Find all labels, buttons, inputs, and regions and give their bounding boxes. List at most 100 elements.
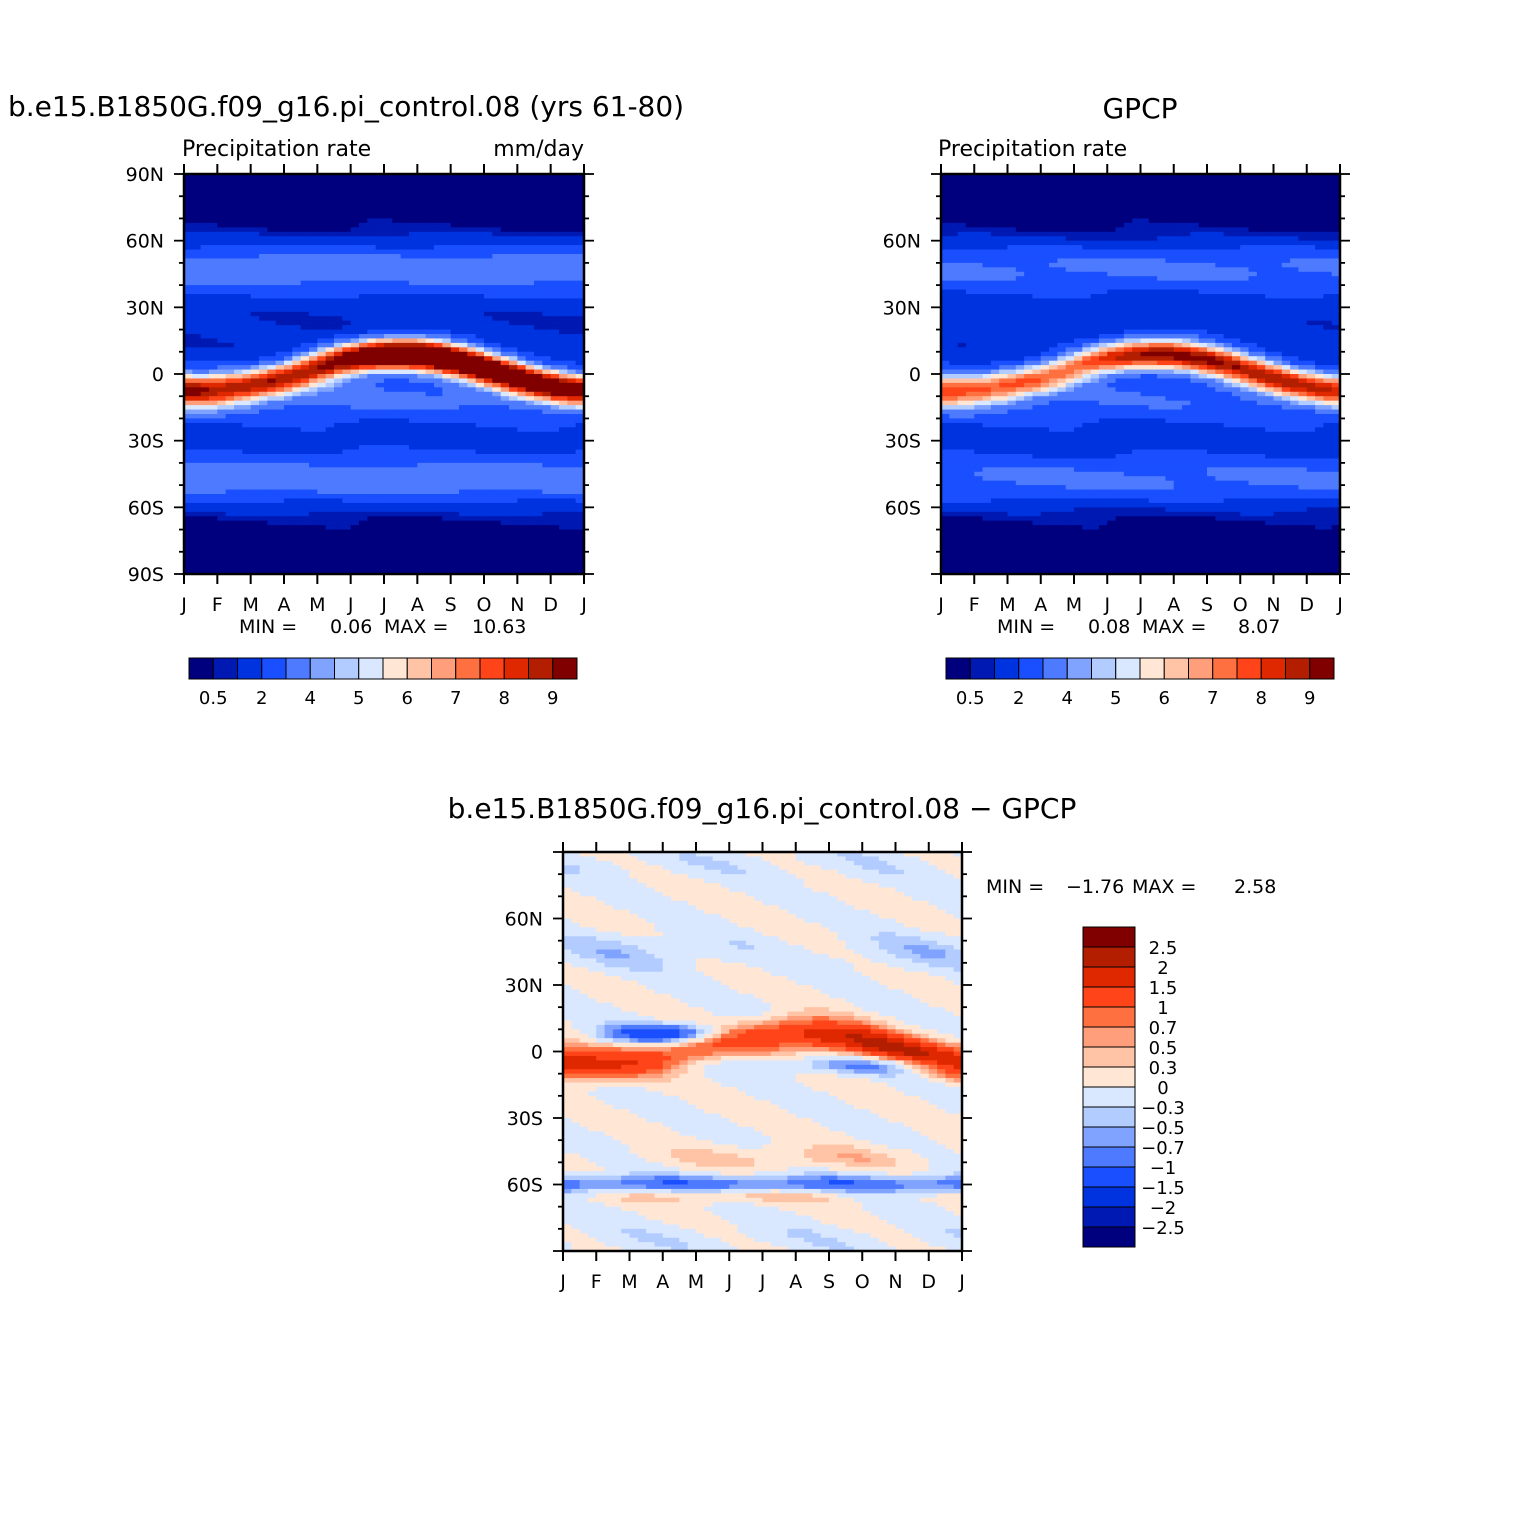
contour-cell	[359, 485, 368, 491]
contour-cell	[309, 227, 318, 233]
contour-cell	[225, 196, 235, 202]
contour-cell	[275, 458, 285, 464]
contour-cell	[375, 187, 385, 193]
contour-cell	[192, 507, 202, 513]
contour-cell	[1323, 214, 1333, 220]
contour-cell	[300, 285, 310, 291]
contour-cell	[259, 240, 268, 246]
contour-cell	[409, 254, 418, 260]
contour-cell	[1306, 178, 1316, 184]
contour-cell	[509, 245, 518, 251]
contour-cell	[467, 529, 477, 535]
contour-cell	[275, 409, 285, 415]
contour-cell	[300, 529, 310, 535]
contour-cell	[184, 289, 193, 295]
contour-cell	[234, 231, 243, 237]
contour-cell	[300, 467, 310, 473]
contour-cell	[242, 516, 252, 522]
contour-cell	[325, 342, 335, 348]
contour-cell	[475, 542, 485, 548]
contour-cell	[525, 209, 535, 215]
contour-cell	[334, 258, 343, 264]
contour-cell	[1173, 214, 1183, 220]
contour-cell	[559, 325, 568, 331]
contour-cell	[467, 271, 477, 277]
contour-cell	[509, 382, 518, 388]
contour-cell	[484, 325, 493, 331]
contour-cell	[317, 334, 327, 340]
contour-cell	[309, 289, 318, 295]
contour-cell	[559, 418, 568, 424]
contour-cell	[359, 489, 368, 495]
contour-cell	[434, 302, 443, 308]
contour-cell	[467, 347, 477, 353]
contour-cell	[1173, 218, 1183, 224]
contour-cell	[1115, 209, 1125, 215]
contour-cell	[309, 538, 318, 544]
contour-cell	[242, 498, 252, 504]
contour-cell	[284, 374, 293, 380]
contour-cell	[209, 262, 218, 268]
contour-cell	[267, 471, 277, 477]
contour-cell	[542, 245, 552, 251]
contour-cell	[425, 329, 435, 335]
contour-cell	[325, 214, 335, 220]
contour-cell	[267, 240, 277, 246]
contour-cell	[309, 347, 318, 353]
contour-cell	[459, 400, 468, 406]
contour-cell	[259, 325, 268, 331]
contour-cell	[575, 462, 585, 468]
contour-cell	[325, 449, 335, 455]
contour-cell	[242, 285, 252, 291]
contour-cell	[242, 258, 252, 264]
contour-cell	[359, 467, 368, 473]
contour-cell	[334, 205, 343, 211]
contour-cell	[484, 516, 493, 522]
contour-cell	[467, 289, 477, 295]
contour-cell	[1315, 187, 1324, 193]
contour-cell	[517, 254, 527, 260]
contour-cell	[467, 400, 477, 406]
contour-cell	[392, 325, 402, 331]
contour-cell	[325, 400, 335, 406]
contour-cell	[192, 249, 202, 255]
contour-cell	[442, 502, 452, 508]
contour-cell	[334, 218, 343, 224]
contour-cell	[434, 218, 443, 224]
contour-cell	[217, 258, 227, 264]
contour-cell	[450, 222, 460, 228]
contour-cell	[367, 569, 377, 575]
contour-cell	[225, 245, 235, 251]
contour-cell	[1182, 196, 1191, 202]
contour-cell	[475, 196, 485, 202]
contour-cell	[292, 556, 302, 562]
contour-cell	[1032, 200, 1042, 206]
contour-cell	[550, 262, 560, 268]
contour-cell	[1015, 205, 1025, 211]
contour-cell	[450, 534, 460, 540]
contour-cell	[392, 227, 402, 233]
contour-cell	[292, 480, 302, 486]
contour-cell	[292, 529, 302, 535]
contour-cell	[509, 222, 518, 228]
contour-cell	[342, 320, 352, 326]
contour-cell	[242, 342, 252, 348]
contour-cell	[275, 218, 285, 224]
contour-cell	[459, 480, 468, 486]
contour-cell	[350, 222, 360, 228]
contour-cell	[284, 222, 293, 228]
contour-cell	[209, 422, 218, 428]
contour-cell	[417, 227, 427, 233]
contour-cell	[384, 182, 393, 188]
contour-cell	[409, 289, 418, 295]
contour-cell	[459, 387, 468, 393]
contour-cell	[384, 485, 393, 491]
contour-cell	[459, 191, 468, 197]
contour-cell	[184, 565, 193, 571]
contour-cell	[325, 467, 335, 473]
contour-cell	[475, 258, 485, 264]
contour-cell	[192, 476, 202, 482]
contour-cell	[309, 236, 318, 242]
contour-cell	[375, 485, 385, 491]
contour-cell	[567, 231, 577, 237]
